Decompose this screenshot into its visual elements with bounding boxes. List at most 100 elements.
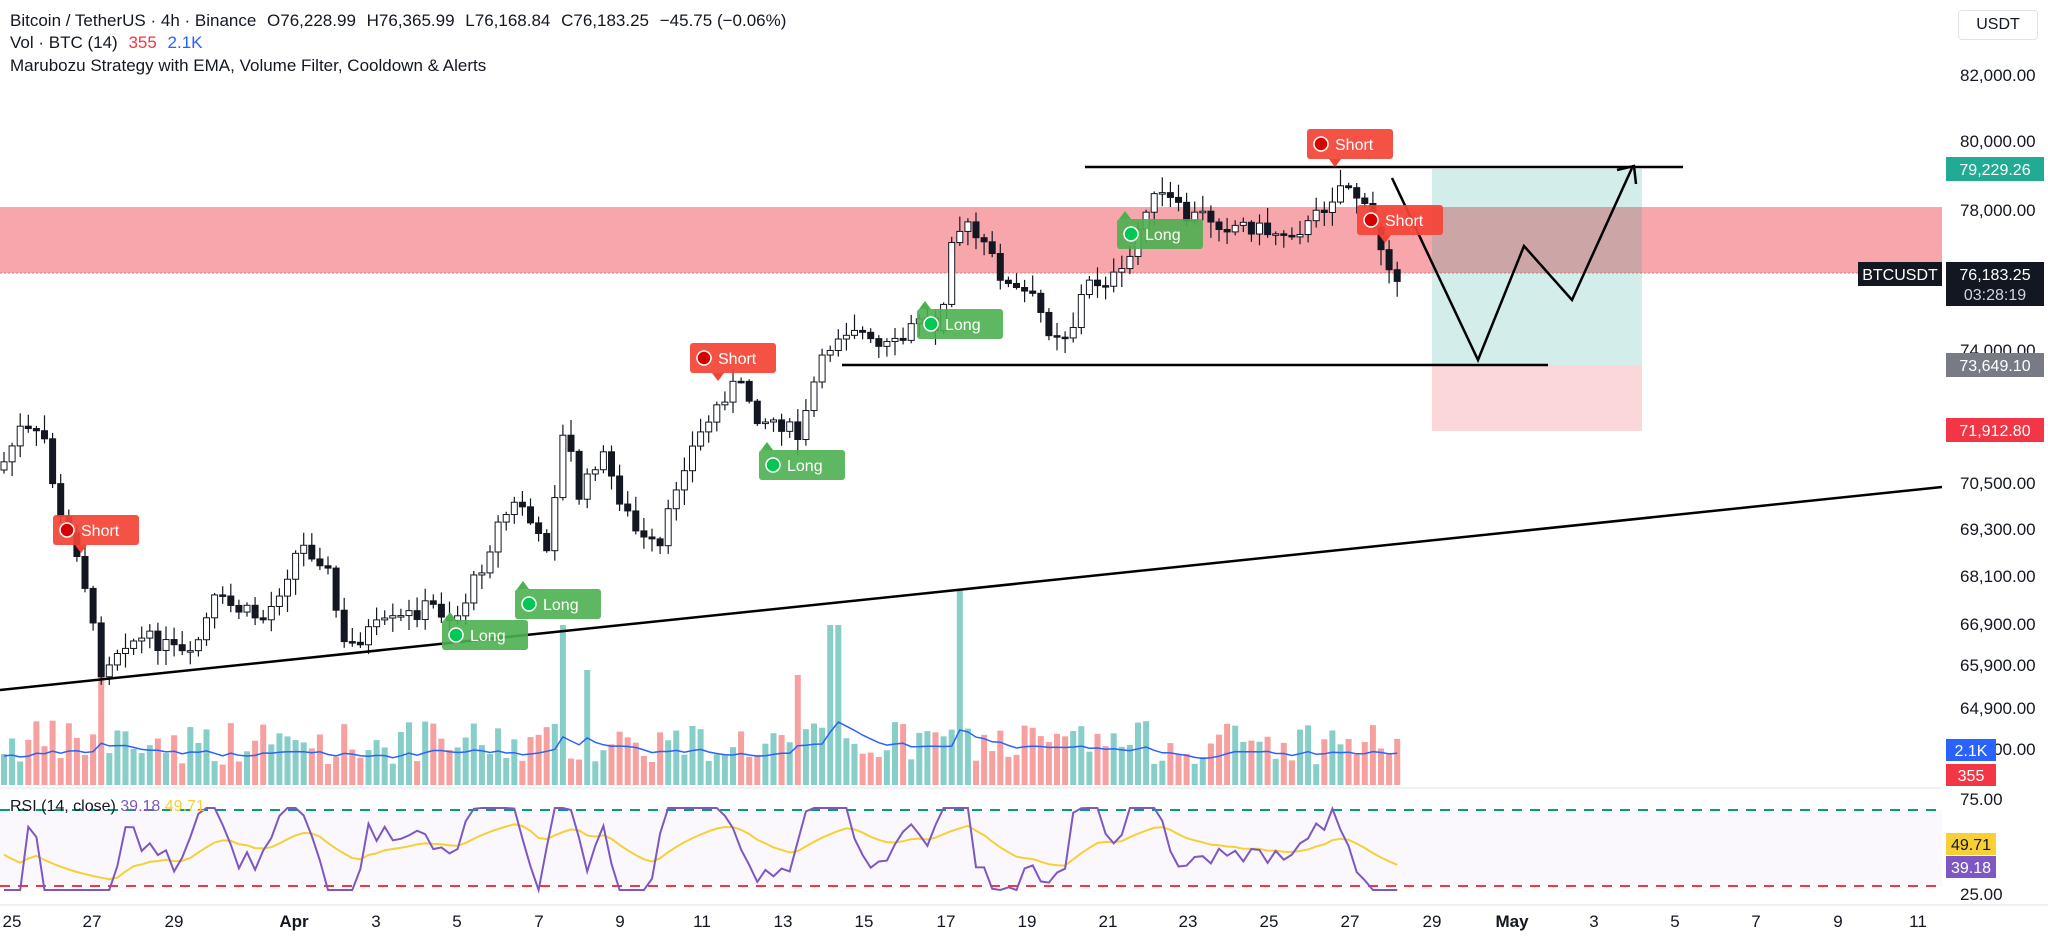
rsi-line	[4, 805, 1398, 894]
volume-bar	[689, 725, 696, 785]
volume-bar	[778, 735, 785, 785]
long-signal[interactable]: Long	[759, 442, 845, 480]
volume-bar	[57, 758, 64, 785]
volume-bar	[349, 749, 356, 785]
volume-bar	[721, 754, 728, 785]
svg-text:39.18: 39.18	[1951, 860, 1991, 877]
long-signal[interactable]: Long	[442, 612, 528, 650]
projection-path[interactable]	[1390, 167, 1634, 364]
short-signal[interactable]: Short	[1307, 129, 1393, 167]
candle-body	[737, 380, 745, 384]
candle-body	[810, 381, 818, 412]
strategy-legend[interactable]: Marubozu Strategy with EMA, Volume Filte…	[10, 55, 492, 77]
candle-body	[745, 380, 753, 402]
volume-bar	[632, 742, 639, 785]
short-signal[interactable]: Short	[1357, 205, 1443, 243]
volume-bar	[1264, 736, 1271, 785]
currency-selector[interactable]: USDT	[1958, 10, 2038, 40]
time-tick: 29	[165, 912, 184, 931]
candle-body	[770, 419, 777, 423]
candle-body	[275, 595, 283, 607]
candle-body	[551, 497, 559, 552]
candle-body	[875, 338, 883, 347]
candle-body	[1110, 271, 1118, 287]
volume-ma-value: 2.1K	[167, 33, 203, 52]
position-stop-zone[interactable]	[1432, 365, 1642, 431]
short-signal[interactable]: Short	[53, 515, 139, 553]
position-target-zone[interactable]	[1432, 169, 1642, 365]
time-tick: 11	[693, 912, 711, 931]
candle-body	[1021, 287, 1029, 292]
candle-body	[948, 242, 956, 305]
rsi-label[interactable]: RSI (14, close)	[10, 798, 116, 815]
volume-bar	[1272, 758, 1279, 785]
candle-body	[1004, 279, 1012, 284]
volume-bar	[657, 732, 664, 785]
volume-bar	[90, 734, 97, 785]
badge-target: 79,229.26	[1946, 157, 2044, 181]
volume-bar	[1337, 744, 1344, 785]
candle-body	[1304, 220, 1312, 236]
candle-body	[1264, 222, 1272, 236]
svg-text:Long: Long	[1145, 227, 1181, 244]
candle-body	[575, 450, 583, 500]
ohlc-change: −45.75 (−0.06%)	[659, 11, 787, 30]
volume-bar	[430, 723, 437, 785]
badge-last-price: 76,183.25 03:28:19	[1946, 262, 2044, 306]
volume-bar	[600, 750, 607, 785]
volume-bar	[819, 727, 826, 785]
volume-bar	[235, 761, 242, 785]
volume-label[interactable]: Vol · BTC (14)	[10, 33, 118, 52]
candle-body	[1183, 201, 1191, 222]
price-tick: 70,500.00	[1960, 474, 2036, 493]
candle-body	[1215, 221, 1223, 230]
candle-body	[1337, 185, 1344, 203]
volume-bar	[446, 749, 453, 785]
volume-legend[interactable]: Vol · BTC (14) 355 2.1K	[10, 32, 209, 54]
volume-bar	[705, 760, 712, 785]
candle-body	[81, 555, 89, 589]
candle-body	[518, 501, 526, 508]
candle-body	[429, 600, 437, 605]
time-tick: 27	[1341, 912, 1360, 931]
symbol-title[interactable]: Bitcoin / TetherUS · 4h · Binance	[10, 11, 257, 30]
volume-bar	[252, 740, 259, 785]
svg-text:Long: Long	[787, 458, 823, 475]
price-tick: 65,900.00	[1960, 656, 2036, 675]
badge-volume: 355	[1946, 764, 1996, 786]
volume-bar	[551, 723, 558, 785]
long-signal[interactable]: Long	[1117, 211, 1203, 249]
short-signal[interactable]: Short	[690, 343, 776, 381]
volume-bar	[397, 732, 404, 785]
volume-ma-line	[3, 721, 1398, 760]
volume-bar	[1118, 746, 1125, 785]
ascending-trendline[interactable]	[0, 485, 1943, 692]
rsi-legend[interactable]: RSI (14, close) 39.18 49.71	[10, 798, 205, 816]
volume-bar	[187, 727, 194, 785]
volume-bar	[227, 723, 234, 785]
volume-bar	[82, 754, 88, 785]
candle-body	[1239, 221, 1247, 226]
volume-bar	[1037, 736, 1044, 785]
candle-body	[332, 567, 340, 611]
volume-bar	[592, 761, 599, 785]
symbol-legend[interactable]: Bitcoin / TetherUS · 4h · Binance O76,22…	[10, 10, 792, 32]
resistance-zone[interactable]	[0, 207, 1942, 273]
volume-bar	[746, 756, 753, 785]
candle-body	[227, 595, 235, 606]
volume-bar	[519, 760, 526, 785]
strategy-name[interactable]: Marubozu Strategy with EMA, Volume Filte…	[10, 56, 487, 75]
volume-bar	[1086, 751, 1093, 785]
candle-body	[105, 664, 113, 678]
volume-bar	[276, 733, 283, 785]
long-signal[interactable]: Long	[515, 581, 601, 619]
long-signal[interactable]: Long	[917, 301, 1003, 339]
volume-bar	[584, 670, 591, 785]
candle-body	[527, 506, 534, 524]
candle-body	[8, 445, 16, 463]
volume-bar	[292, 740, 299, 785]
volume-bar	[73, 737, 80, 785]
candle-body	[292, 552, 300, 580]
volume-bar	[373, 740, 380, 785]
